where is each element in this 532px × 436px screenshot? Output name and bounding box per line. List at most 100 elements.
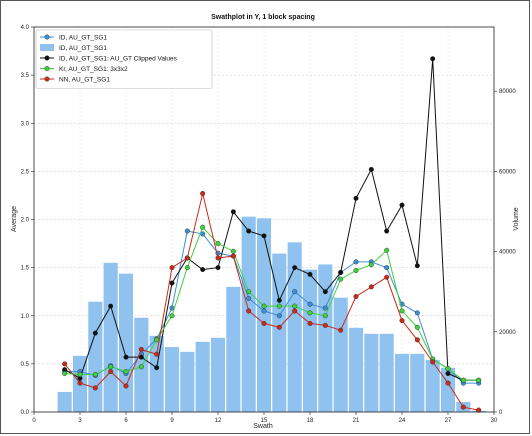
- y-tick-label: 1.0: [21, 314, 30, 320]
- series-point: [368, 166, 374, 172]
- series-point: [154, 351, 160, 357]
- y-tick-label: 2.0: [21, 218, 30, 224]
- series-point: [246, 295, 252, 301]
- series-point: [430, 359, 436, 365]
- volume-bar: [226, 286, 241, 412]
- y-tick-label: 2.5: [21, 169, 30, 175]
- series-point: [338, 269, 344, 275]
- series-point: [307, 320, 313, 326]
- volume-bar: [318, 264, 333, 412]
- volume-bar: [88, 301, 103, 412]
- series-point: [307, 310, 313, 316]
- volume-bar: [256, 218, 272, 412]
- series-point: [414, 324, 420, 330]
- volume-bar: [103, 262, 118, 412]
- series-point: [123, 383, 129, 389]
- series-point: [230, 248, 236, 254]
- series-point: [138, 364, 144, 370]
- series-line: [64, 193, 479, 411]
- volume-bar: [118, 273, 134, 412]
- y-axis-label: Average: [11, 206, 18, 232]
- legend-swatch-marker: [44, 34, 50, 40]
- series-point: [460, 377, 466, 383]
- series-point: [399, 202, 405, 208]
- volume-bar: [180, 351, 195, 412]
- series-point: [322, 305, 328, 311]
- series-point: [322, 289, 328, 295]
- y2-axis-label: Volume: [513, 207, 520, 230]
- y-tick-label: 0.0: [21, 410, 30, 416]
- series-point: [384, 274, 390, 280]
- series-point: [169, 280, 175, 286]
- series-point: [353, 294, 359, 300]
- y2-tick-label: 40000: [499, 250, 516, 256]
- series-point: [62, 371, 68, 377]
- series-point: [384, 247, 390, 253]
- series-point: [169, 313, 175, 319]
- volume-bar: [348, 327, 364, 412]
- volume-bar: [210, 337, 226, 412]
- series-point: [445, 380, 451, 386]
- series-point: [353, 268, 359, 274]
- series-point: [154, 337, 160, 343]
- series-point: [414, 263, 420, 269]
- axes-layer: 0 3 6 9 12 15 18 21 24 27 30 0.0 0.5 1.0 1.5 2.0 2.5 3.0 3…: [21, 25, 517, 424]
- legend-label: ID, AU_GT_SG1: [59, 45, 107, 52]
- series-point: [215, 241, 221, 247]
- legend-swatch-marker: [44, 55, 50, 61]
- series-point: [276, 324, 282, 330]
- legend-swatch-bar: [40, 44, 54, 51]
- volume-bar: [379, 333, 394, 412]
- series-point: [338, 327, 344, 333]
- volume-bar: [425, 359, 440, 412]
- series-point: [445, 371, 451, 377]
- series-point: [123, 369, 129, 375]
- series-point: [200, 224, 206, 230]
- series-point: [230, 253, 236, 259]
- volume-bar: [364, 333, 379, 412]
- series-point: [292, 289, 298, 295]
- y-tick-label: 3.5: [21, 73, 30, 79]
- legend: ID, AU_GT_SG1 ID, AU_GT_SG1 ID, AU_GT_SG1:…: [35, 29, 213, 89]
- series-point: [261, 233, 267, 239]
- x-axis-label: Swath: [253, 423, 273, 430]
- series-point: [200, 191, 206, 197]
- series-point: [108, 369, 114, 375]
- volume-bar: [333, 297, 348, 412]
- series-point: [261, 303, 267, 309]
- series-point: [92, 371, 98, 377]
- series-point: [138, 346, 144, 352]
- series-point: [384, 265, 390, 271]
- x-tick-label: 27: [445, 418, 452, 424]
- series-point: [292, 308, 298, 314]
- x-tick-label: 24: [399, 418, 406, 424]
- series-point: [108, 303, 114, 309]
- x-tick-label: 15: [261, 418, 268, 424]
- legend-swatch-marker: [44, 76, 50, 82]
- x-tick-label: 3: [78, 418, 82, 424]
- series-point: [368, 284, 374, 290]
- series-point: [215, 265, 221, 271]
- series-point: [108, 364, 114, 370]
- legend-label: ID, AU_GT_SG1: [59, 34, 107, 41]
- series-point: [246, 308, 252, 314]
- series-point: [430, 56, 436, 62]
- volume-bar: [410, 353, 425, 412]
- series-point: [307, 301, 313, 307]
- series-point: [353, 259, 359, 265]
- volume-bar: [287, 242, 302, 412]
- y-tick-label: 4.0: [21, 25, 30, 31]
- legend-label: NN, AU_GT_SG1: [59, 76, 110, 83]
- series-point: [384, 228, 390, 234]
- x-tick-label: 0: [32, 418, 36, 424]
- series-point: [292, 265, 298, 271]
- series-point: [230, 209, 236, 215]
- series-line: [64, 230, 479, 384]
- series-point: [246, 289, 252, 295]
- series-point: [276, 303, 282, 309]
- series-point: [215, 255, 221, 261]
- y2-tick-label: 0: [499, 410, 503, 416]
- y2-tick-label: 60000: [499, 169, 516, 175]
- series-point: [338, 276, 344, 282]
